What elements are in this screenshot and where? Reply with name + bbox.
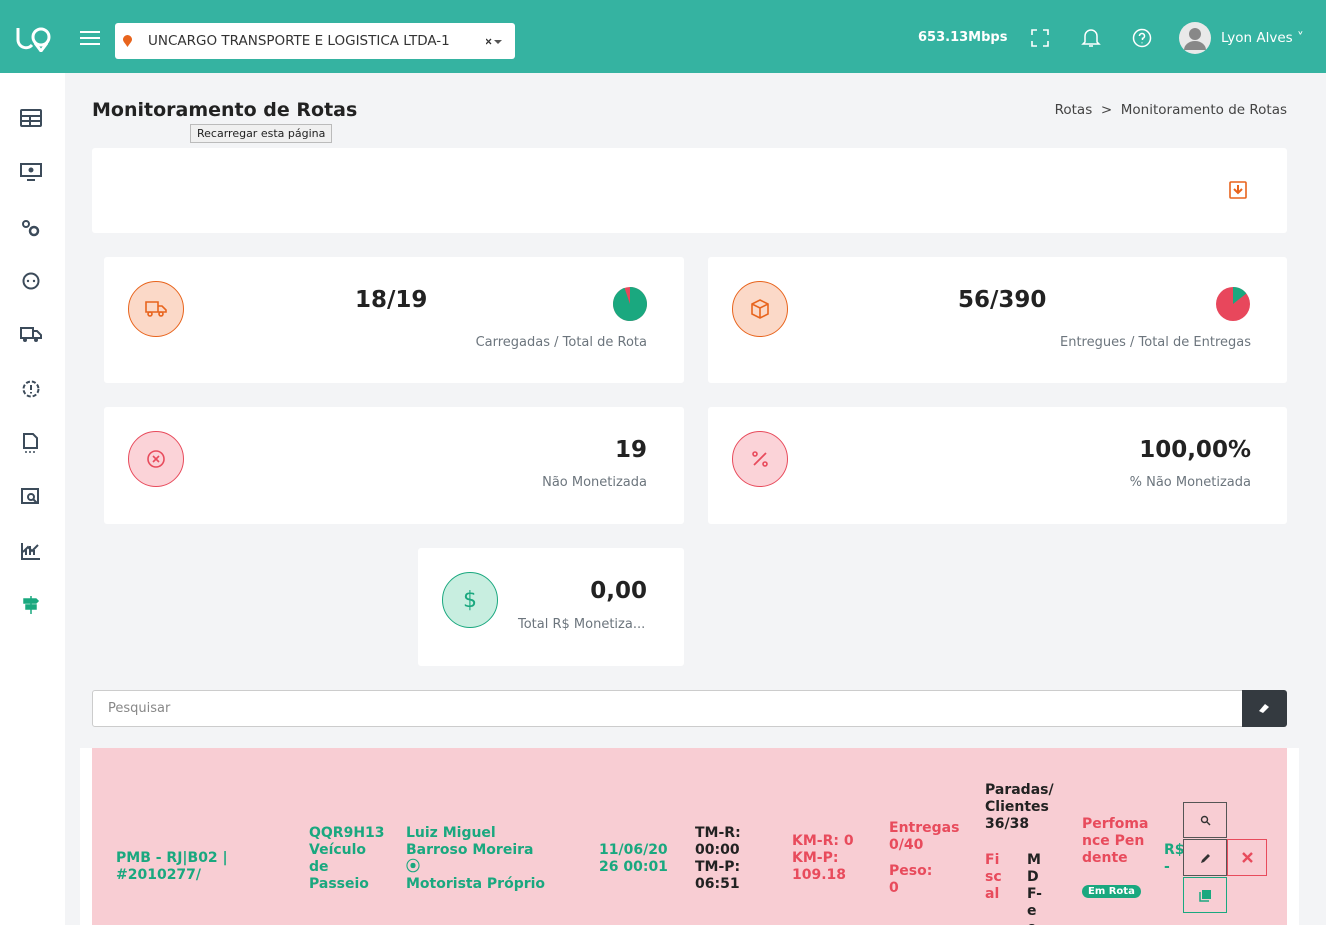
stat-label: Carregadas / Total de Rota (475, 335, 647, 350)
download-button[interactable] (1229, 181, 1247, 199)
toolbar-panel (92, 148, 1287, 233)
view-button[interactable] (1183, 802, 1227, 838)
stat-card: 19 Não Monetizada (104, 407, 684, 524)
stat-card: $ 0,00 Total R$ Monetiza... (418, 548, 684, 666)
route-row: PMB - RJ|B02 | #2010277/ QQR9H13 Veículo… (92, 748, 1287, 925)
copy-button[interactable] (1183, 877, 1227, 913)
sidebar (0, 73, 65, 925)
stat-card: 56/390 Entregues / Total de Entregas (708, 257, 1287, 383)
nav-documents[interactable] (20, 433, 42, 453)
driver-type: Motorista Próprio (406, 876, 546, 892)
page-title: Monitoramento de Rotas (92, 99, 358, 121)
km-p: KM-P: 109.18 (792, 850, 847, 883)
money-icon: $ (442, 572, 498, 628)
cancel-button[interactable] (1227, 839, 1267, 876)
driver-name: Luiz Miguel Barroso Moreira (406, 825, 534, 858)
nav-routes[interactable] (20, 595, 42, 615)
percent-icon (732, 431, 788, 487)
ratio-pie (613, 287, 647, 321)
vehicle: QQR9H13 Veículo de Passeio (309, 825, 385, 892)
fiscal: Fiscal (985, 852, 1002, 902)
search-input[interactable]: Pesquisar (92, 690, 1243, 727)
stat-value: 18/19 (355, 287, 428, 313)
pin-icon (123, 35, 132, 47)
deliveries: Entregas 0/40 Peso: 0 (889, 820, 959, 897)
cancel-icon (128, 431, 184, 487)
network-speed: 653.13Mbps (918, 30, 1008, 45)
edit-button[interactable] (1183, 839, 1227, 876)
route-code: PMB - RJ|B02 | #2010277/ (116, 850, 228, 883)
weight: Peso: 0 (889, 863, 933, 896)
pie-slice (1233, 287, 1247, 304)
search-placeholder: Pesquisar (108, 701, 171, 716)
stat-value: 100,00% (1139, 437, 1251, 463)
user-menu[interactable]: Lyon Alves ˅ (1221, 30, 1304, 46)
tooltip: Recarregar esta página (190, 124, 333, 143)
stops: Paradas/ Clientes 36/38 (985, 782, 1054, 832)
nav-vehicles[interactable] (20, 325, 42, 343)
stat-value: 19 (614, 437, 647, 463)
breadcrumb: Rotas > Monitoramento de Rotas (1055, 102, 1287, 118)
mdfe: MDF-e ok (1027, 852, 1042, 925)
nav-charts[interactable] (20, 541, 42, 561)
clear-search-button[interactable] (1242, 690, 1287, 727)
stat-card: 100,00% % Não Monetizada (708, 407, 1287, 524)
notifications-button[interactable] (1081, 28, 1101, 48)
fullscreen-button[interactable] (1031, 29, 1049, 47)
km: KM-R: 0 KM-P: 109.18 (792, 833, 862, 884)
tm-p: TM-P: 06:51 (695, 859, 741, 892)
nav-dashboard[interactable] (20, 109, 42, 127)
box-icon (732, 281, 788, 337)
menu-button[interactable] (80, 30, 100, 46)
stat-label: Entregues / Total de Entregas (1060, 335, 1251, 350)
company-name: UNCARGO TRANSPORTE E LOGISTICA LTDA-1 (148, 33, 450, 49)
nav-settings[interactable] (20, 218, 42, 238)
ratio-pie (1216, 287, 1250, 321)
breadcrumb-current: Monitoramento de Rotas (1120, 102, 1287, 118)
user-name: Lyon Alves (1221, 30, 1293, 46)
status-badge: Em Rota (1082, 885, 1141, 898)
company-select[interactable]: UNCARGO TRANSPORTE E LOGISTICA LTDA-1 (115, 23, 515, 59)
pie-slice (613, 287, 647, 321)
stat-value: 56/390 (958, 287, 1047, 313)
top-bar: UNCARGO TRANSPORTE E LOGISTICA LTDA-1 65… (0, 0, 1326, 73)
breadcrumb-link[interactable]: Rotas (1054, 102, 1093, 118)
driver: Luiz Miguel Barroso Moreira ⦿ Motorista Pr… (406, 825, 546, 892)
breadcrumb-separator: > (1100, 102, 1113, 118)
nav-alerts[interactable] (20, 379, 42, 399)
stat-value: 0,00 (590, 578, 647, 604)
stat-label: Não Monetizada (542, 475, 647, 490)
clear-arrow[interactable] (486, 37, 508, 47)
deliveries-count: Entregas 0/40 (889, 820, 960, 853)
tm-r: TM-R: 00:00 (695, 825, 741, 858)
help-button[interactable] (1132, 28, 1152, 48)
nav-search-report[interactable] (20, 487, 42, 507)
km-r: KM-R: 0 (792, 833, 854, 849)
stat-card: 18/19 Carregadas / Total de Rota (104, 257, 684, 383)
date: 11/06/2026 00:01 (599, 842, 668, 875)
nav-drivers[interactable] (20, 271, 42, 291)
logo (16, 27, 51, 52)
nav-monitor[interactable] (20, 163, 42, 181)
stat-label: Total R$ Monetiza... (518, 617, 646, 632)
money: R$ - (1164, 842, 1185, 875)
stat-label: % Não Monetizada (1129, 475, 1251, 490)
truck-icon (128, 281, 184, 337)
times: TM-R: 00:00 TM-P: 06:51 (695, 825, 755, 893)
avatar[interactable] (1179, 22, 1211, 54)
performance: Perfomance Pendente (1082, 816, 1149, 866)
